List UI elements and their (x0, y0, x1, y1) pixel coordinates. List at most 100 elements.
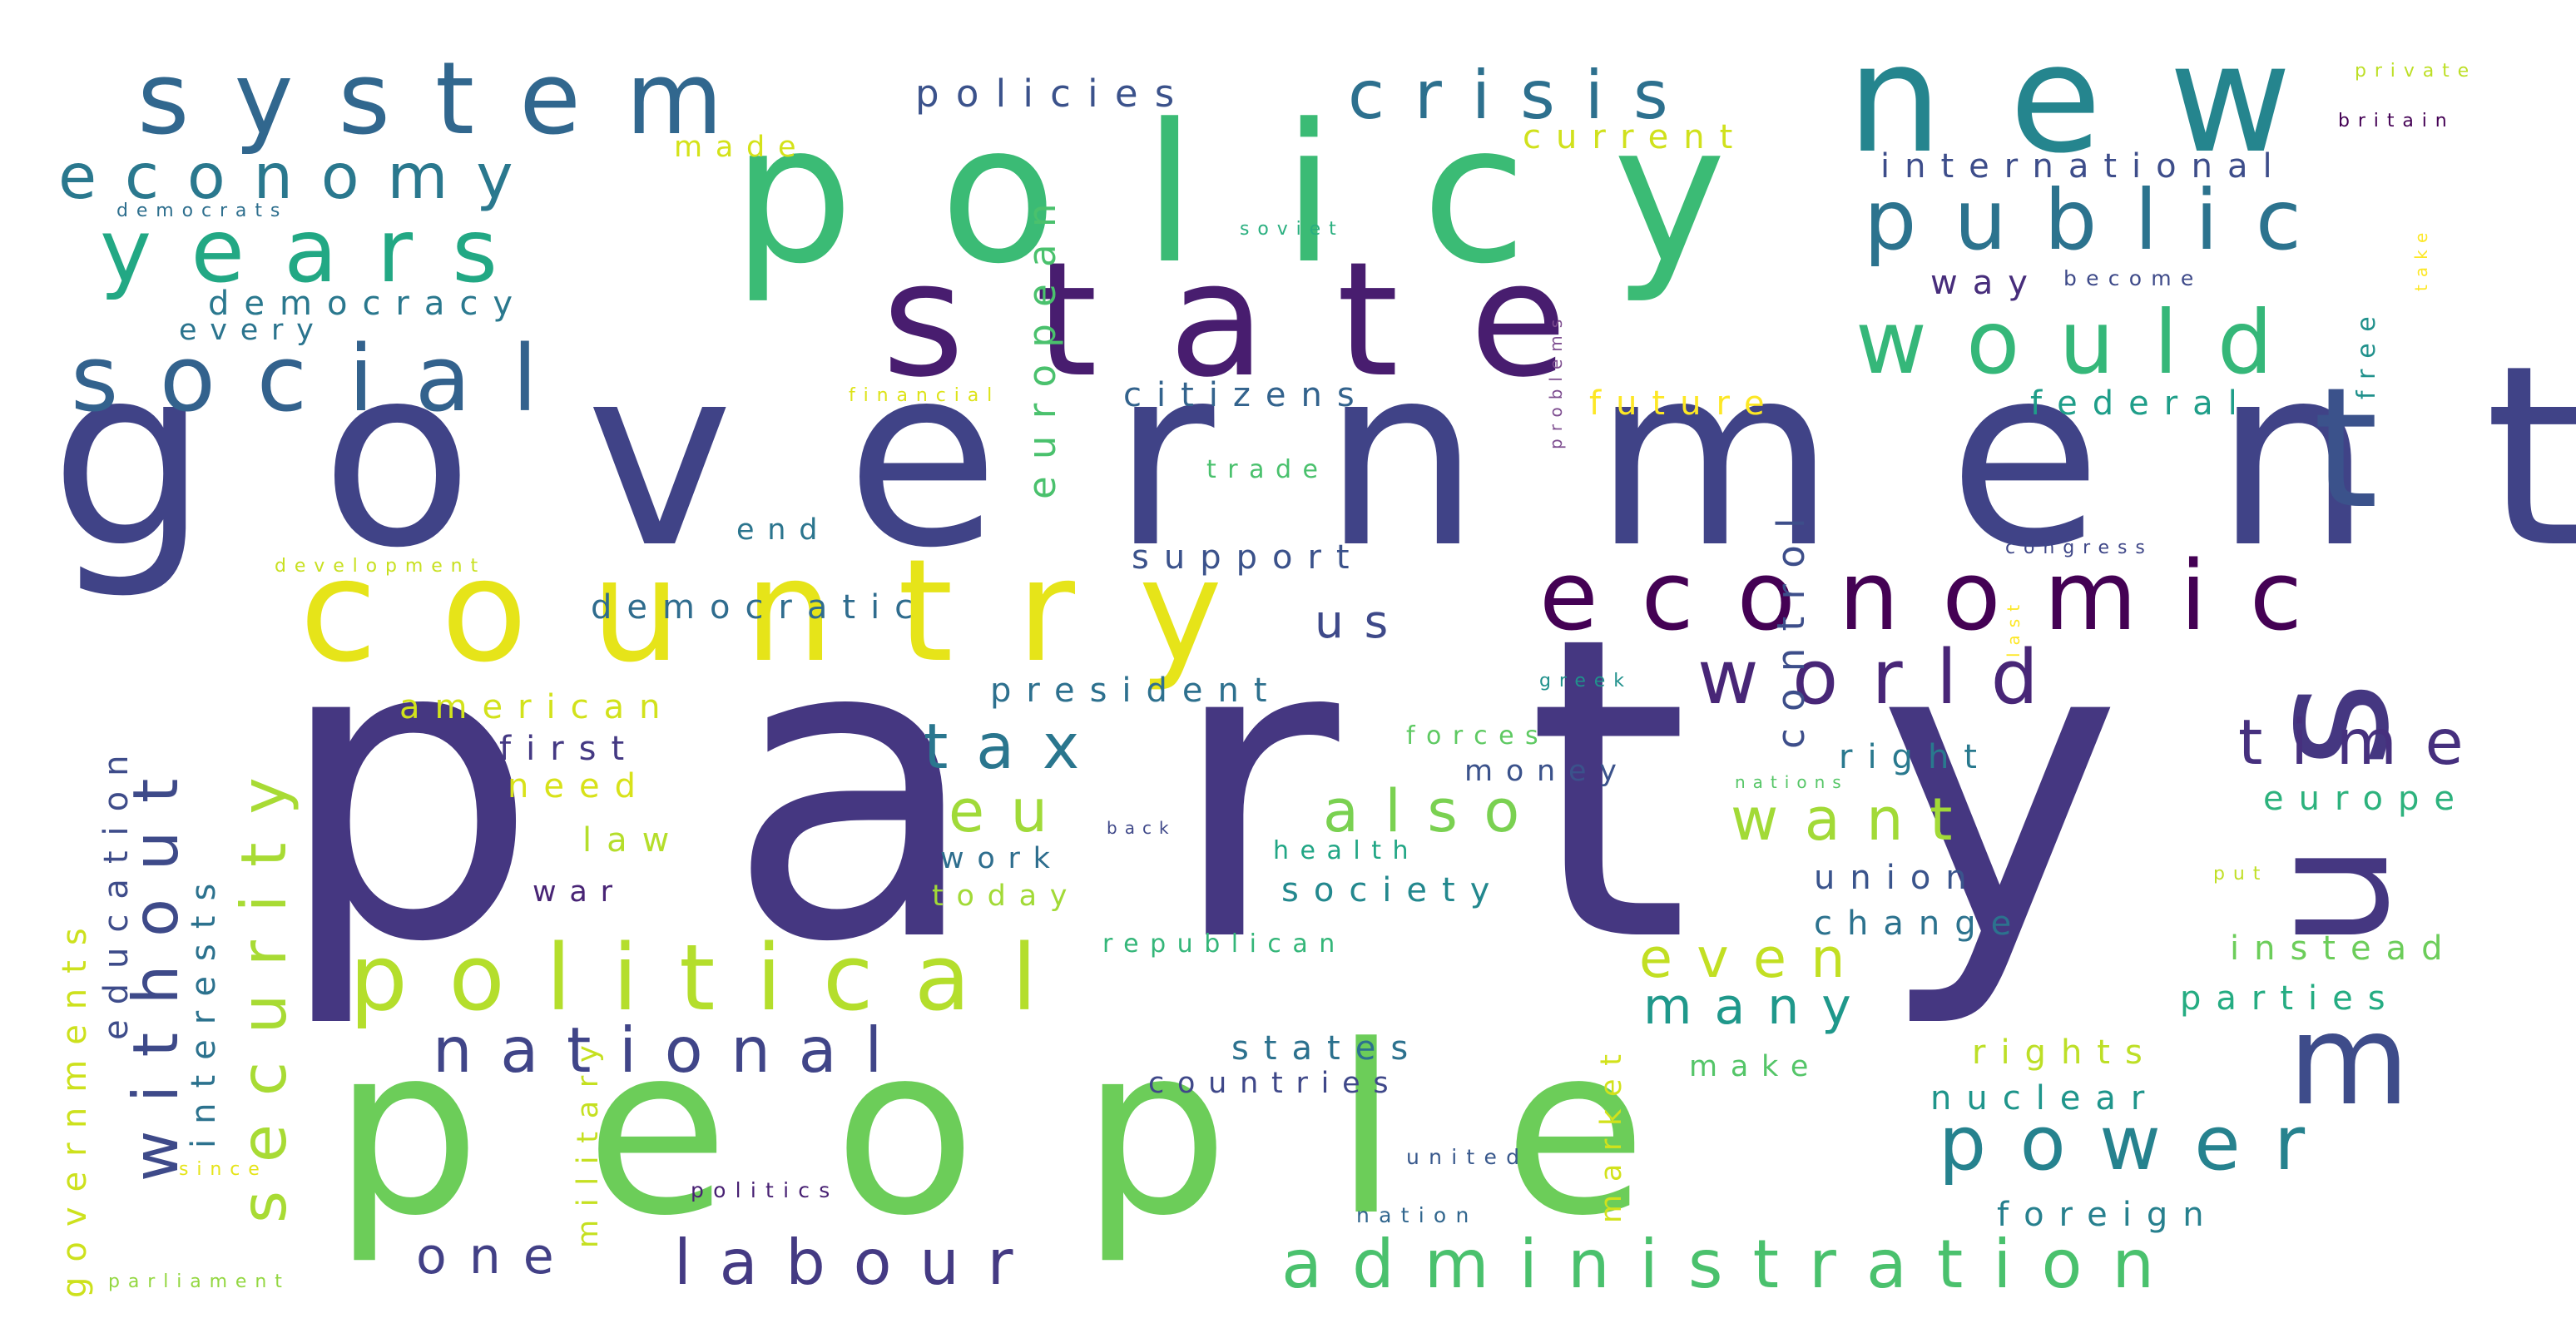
word-power: power (1939, 1100, 2339, 1187)
word-crisis: crisis (1348, 57, 1698, 134)
word-t: t (2313, 352, 2454, 546)
word-system: system (137, 42, 768, 157)
word-put: put (2213, 864, 2269, 885)
word-federal: federal (2030, 384, 2252, 423)
word-policy: policy (732, 84, 1813, 306)
word-right: right (1839, 738, 1992, 776)
word-public: public (1864, 171, 2339, 269)
word-become: become (2063, 266, 2203, 290)
word-american: american (399, 688, 676, 726)
word-future: future (1589, 384, 1780, 423)
word-tax: tax (924, 710, 1108, 783)
word-administration: administration (1281, 1226, 2185, 1303)
word-last: last (2004, 597, 2024, 657)
word-political: political (349, 924, 1078, 1031)
word-work: work (940, 842, 1063, 875)
word-financial: financial (849, 385, 1001, 406)
word-states: states (1231, 1029, 1424, 1068)
word-way: way (1930, 264, 2043, 302)
word-trade: trade (1206, 455, 1330, 484)
word-many: many (1643, 978, 1874, 1036)
word-eu: eu (949, 777, 1074, 845)
word-also: also (1323, 777, 1546, 845)
word-country: country (300, 529, 1286, 694)
word-change: change (1814, 904, 2027, 943)
word-military: military (572, 1032, 605, 1248)
word-war: war (533, 875, 626, 909)
word-end: end (736, 513, 831, 547)
word-union: union (1814, 859, 1982, 897)
word-every: every (179, 314, 327, 347)
word-development: development (275, 556, 487, 577)
word-president: president (990, 671, 1282, 710)
word-greek: greek (1539, 671, 1632, 691)
word-republican: republican (1102, 929, 1346, 959)
word-democratic: democratic (591, 588, 929, 627)
word-education: education (97, 740, 136, 1040)
word-control: control (1769, 501, 1813, 749)
word-take: take (2411, 225, 2431, 291)
word-market: market (1595, 1041, 1628, 1223)
word-national: national (433, 1013, 910, 1087)
word-democrats: democrats (116, 201, 289, 221)
word-democracy: democracy (208, 285, 528, 323)
word-since: since (179, 1159, 268, 1180)
word-today: today (932, 880, 1081, 913)
word-years: years (100, 201, 537, 302)
word-european: european (1020, 186, 1064, 499)
word-free: free (2352, 305, 2381, 399)
word-nuclear: nuclear (1930, 1079, 2160, 1117)
word-need: need (508, 767, 651, 805)
word-economic: economic (1539, 541, 2346, 652)
word-one: one (416, 1227, 577, 1286)
word-law: law (582, 821, 685, 860)
word-party: party (275, 548, 2311, 1033)
word-labour: labour (674, 1226, 1042, 1299)
word-made: made (674, 131, 810, 164)
word-money: money (1464, 755, 1630, 788)
word-even: even (1639, 928, 1870, 990)
word-parliament: parliament (108, 1271, 290, 1292)
word-state: state (882, 228, 1638, 412)
word-social: social (71, 325, 579, 432)
word-citizens: citizens (1123, 376, 1370, 414)
word-world: world (1697, 634, 2073, 721)
word-britain: britain (2338, 111, 2455, 131)
word-m: m (2288, 989, 2466, 1133)
word-current: current (1523, 118, 1748, 156)
word-people: people (333, 996, 1752, 1267)
word-rights: rights (1972, 1033, 2157, 1072)
word-make: make (1689, 1050, 1822, 1083)
word-security: security (227, 749, 300, 1223)
word-united: united (1406, 1145, 1529, 1169)
word-society: society (1281, 871, 1505, 909)
word-interests: interests (185, 868, 223, 1148)
word-want: want (1731, 785, 1979, 854)
word-new: new (1847, 12, 2360, 186)
word-time: time (2238, 706, 2492, 779)
word-congress: congress (2005, 538, 2153, 558)
word-politics: politics (691, 1178, 840, 1202)
word-government: government (50, 312, 2576, 602)
word-support: support (1132, 538, 1365, 577)
word-nations: nations (1735, 772, 1849, 792)
word-international: international (1880, 147, 2287, 186)
word-us-small: us (1315, 595, 1409, 648)
word-forces: forces (1406, 721, 1550, 751)
word-problems: problems (1546, 311, 1566, 449)
word-europe: europe (2263, 780, 2469, 818)
word-soviet: soviet (1240, 219, 1345, 240)
word-instead: instead (2230, 929, 2458, 968)
word-foreign: foreign (1997, 1196, 2219, 1234)
word-governments: governments (56, 913, 94, 1298)
word-would: would (1855, 292, 2312, 394)
word-economy: economy (58, 140, 542, 213)
word-first: first (499, 730, 640, 768)
word-back: back (1107, 818, 1177, 838)
word-countries: countries (1148, 1067, 1402, 1100)
word-policies: policies (915, 72, 1191, 116)
word-health: health (1273, 836, 1419, 865)
word-private: private (2355, 61, 2478, 82)
word-nation: nation (1356, 1203, 1479, 1227)
